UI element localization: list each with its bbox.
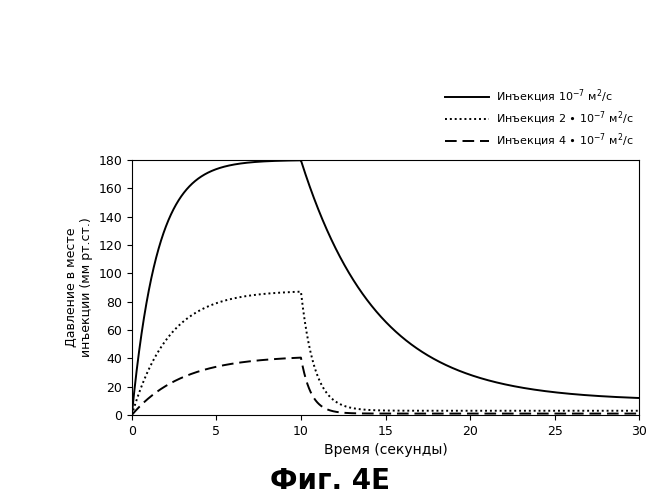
Legend: Инъекция 10$^{-7}$ м$^{2}$/с, Инъекция 2 $\bullet$ 10$^{-7}$ м$^{2}$/с, Инъекция: Инъекция 10$^{-7}$ м$^{2}$/с, Инъекция 2… [445,88,634,150]
Y-axis label: Давление в месте
инъекции (мм рт.ст.): Давление в месте инъекции (мм рт.ст.) [65,218,93,358]
Text: Фиг. 4E: Фиг. 4E [270,467,389,495]
X-axis label: Время (секунды): Время (секунды) [324,444,447,458]
